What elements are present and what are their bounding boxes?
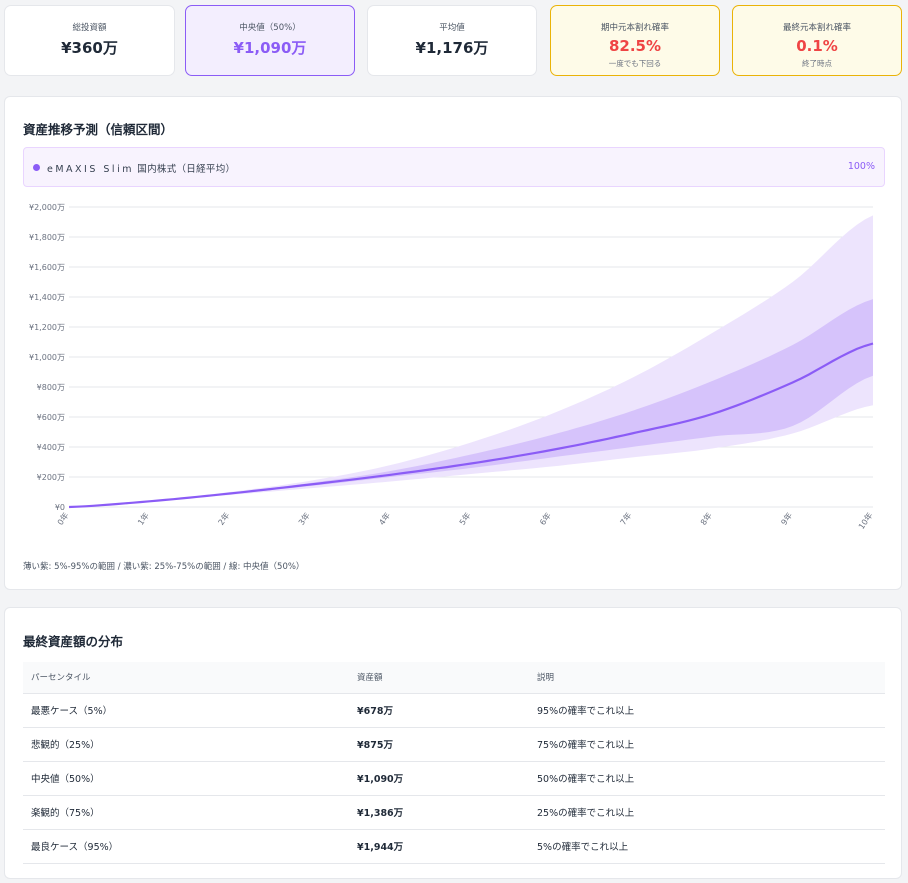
y-tick-label: ¥1,800万 — [29, 233, 65, 242]
table-row: 最悪ケース（5%） ¥678万 95%の確率でこれ以上 — [23, 692, 885, 727]
amount-cell: ¥678万 — [349, 692, 529, 727]
y-tick-label: ¥1,000万 — [29, 353, 65, 362]
amount-cell: ¥1,386万 — [349, 794, 529, 829]
fund-brand: eMAXIS Slim — [47, 164, 134, 175]
amount-cell: ¥1,090万 — [349, 760, 529, 795]
table-header-row: パーセンタイル 資産額 説明 — [23, 662, 885, 693]
x-tick-label: 3年 — [296, 510, 312, 526]
amount-cell: ¥1,944万 — [349, 828, 529, 864]
stat-card-loss-final: 最終元本割れ確率 0.1% 終了時点 — [732, 5, 902, 76]
x-tick-label: 10年 — [856, 510, 875, 531]
projection-title: 資産推移予測（信頼区間） — [23, 122, 174, 137]
percentile-cell: 最良ケース（95%） — [23, 828, 349, 864]
x-tick-label: 7年 — [618, 510, 634, 526]
x-tick-label: 9年 — [779, 510, 795, 526]
projection-card: 資産推移予測（信頼区間） eMAXIS Slim 国内株式（日経平均） 100%… — [4, 96, 902, 590]
percentile-cell: 中央値（50%） — [23, 760, 349, 795]
stat-card-loss-midway: 期中元本割れ確率 82.5% 一度でも下回る — [550, 5, 720, 76]
distribution-table: パーセンタイル 資産額 説明 最悪ケース（5%） ¥678万 95%の確率でこれ… — [23, 662, 885, 864]
percentile-cell: 楽観的（75%） — [23, 794, 349, 829]
fund-category: 国内株式（日経平均） — [137, 164, 236, 175]
stat-sub: 終了時点 — [802, 59, 832, 68]
median-line — [68, 342, 874, 509]
x-tick-label: 5年 — [457, 510, 473, 526]
fund-color-dot — [33, 164, 40, 171]
y-tick-label: ¥1,200万 — [29, 323, 65, 332]
y-tick-label: ¥400万 — [37, 443, 65, 452]
description-cell: 50%の確率でこれ以上 — [529, 760, 885, 795]
description-cell: 75%の確率でこれ以上 — [529, 726, 885, 761]
y-tick-label: ¥2,000万 — [29, 203, 65, 212]
band-25-75 — [69, 299, 873, 507]
percentile-cell: 悲観的（25%） — [23, 726, 349, 761]
table-row: 楽観的（75%） ¥1,386万 25%の確率でこれ以上 — [23, 794, 885, 829]
stat-sub: 一度でも下回る — [608, 59, 662, 68]
y-tick-label: ¥600万 — [37, 413, 65, 422]
stat-value: 82.5% — [608, 37, 662, 55]
stat-label: 中央値（50%） — [239, 23, 301, 33]
x-tick-label: 6年 — [537, 510, 553, 526]
stat-label: 平均値 — [439, 23, 465, 33]
stat-value: ¥1,176万 — [415, 39, 489, 57]
y-tick-label: ¥1,600万 — [29, 263, 65, 272]
stat-value: ¥360万 — [61, 39, 118, 57]
fund-allocation: 100% — [847, 161, 875, 172]
table-row: 悲観的（25%） ¥875万 75%の確率でこれ以上 — [23, 726, 885, 761]
distribution-card: 最終資産額の分布 パーセンタイル 資産額 説明 最悪ケース（5%） ¥678万 … — [4, 607, 902, 879]
projection-chart: ¥0 ¥200万 ¥400万 ¥600万 ¥800万 ¥1,000万 ¥1,200万 ¥1,4… — [29, 203, 875, 531]
description-cell: 95%の確率でこれ以上 — [529, 692, 885, 727]
fund-name: eMAXIS Slim 国内株式（日経平均） — [47, 161, 235, 175]
x-tick-label: 1年 — [135, 510, 151, 526]
x-tick-label: 2年 — [216, 510, 232, 526]
stat-value: 0.1% — [796, 37, 838, 55]
stat-label: 総投資額 — [72, 23, 107, 33]
description-cell: 25%の確率でこれ以上 — [529, 794, 885, 829]
column-header-description: 説明 — [537, 673, 555, 684]
amount-cell: ¥875万 — [349, 726, 529, 761]
x-tick-label: 4年 — [377, 510, 393, 526]
table-row: 中央値（50%） ¥1,090万 50%の確率でこれ以上 — [23, 760, 885, 795]
x-tick-label: 0年 — [55, 510, 71, 526]
stat-card-mean: 平均値 ¥1,176万 — [367, 5, 537, 76]
description-cell: 5%の確率でこれ以上 — [529, 828, 885, 864]
percentile-cell: 最悪ケース（5%） — [23, 692, 349, 727]
stat-label: 期中元本割れ確率 — [600, 23, 669, 33]
y-tick-label: ¥0 — [55, 503, 65, 512]
y-tick-label: ¥1,400万 — [29, 293, 65, 302]
y-tick-label: ¥200万 — [37, 473, 65, 482]
x-tick-label: 8年 — [698, 510, 714, 526]
table-row: 最良ケース（95%） ¥1,944万 5%の確率でこれ以上 — [23, 828, 885, 864]
stat-label: 最終元本割れ確率 — [782, 23, 851, 33]
fund-legend: eMAXIS Slim 国内株式（日経平均） 100% — [23, 147, 885, 187]
stat-card-median: 中央値（50%） ¥1,090万 — [185, 5, 355, 76]
distribution-title: 最終資産額の分布 — [23, 634, 124, 649]
stat-card-total-invest: 総投資額 ¥360万 — [4, 5, 175, 76]
stat-value: ¥1,090万 — [233, 39, 307, 57]
y-tick-label: ¥800万 — [37, 383, 65, 392]
column-header-percentile: パーセンタイル — [31, 673, 91, 684]
column-header-amount: 資産額 — [357, 673, 383, 684]
chart-note: 薄い紫: 5%-95%の範囲 / 濃い紫: 25%-75%の範囲 / 線: 中央… — [23, 562, 305, 572]
